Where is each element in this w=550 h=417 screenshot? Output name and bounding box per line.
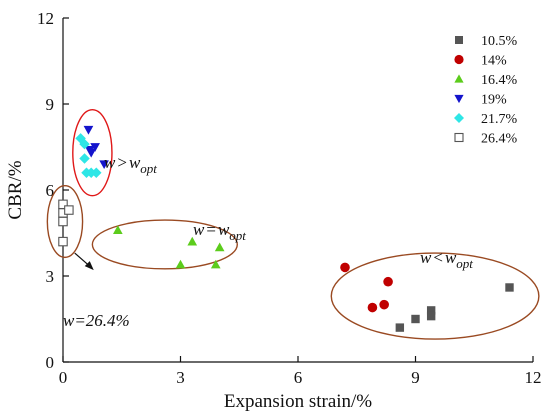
group-label: w = wopt xyxy=(193,220,246,243)
legend-marker xyxy=(454,113,464,123)
data-point xyxy=(83,125,94,135)
y-axis-title: CBR/% xyxy=(5,160,26,219)
y-tick-label: 6 xyxy=(46,181,55,200)
axes xyxy=(62,18,533,363)
data-point xyxy=(426,306,436,315)
data-point xyxy=(84,146,95,155)
series-19% xyxy=(83,125,109,170)
data-point xyxy=(90,143,100,152)
group-ellipse xyxy=(46,185,84,259)
group-label: w < wopt xyxy=(420,248,473,271)
data-point xyxy=(411,314,420,324)
legend-marker xyxy=(454,54,464,65)
group-label: w > wopt xyxy=(104,153,157,176)
data-point xyxy=(99,160,109,170)
legend-marker xyxy=(454,94,464,104)
x-tick-label: 9 xyxy=(411,368,420,387)
data-point xyxy=(79,138,90,150)
legend-marker xyxy=(455,36,463,44)
legend-label: 10.5% xyxy=(481,34,518,49)
x-ticks: 0 3 6 9 12 xyxy=(59,356,542,387)
data-point xyxy=(395,323,405,332)
series-21.7% xyxy=(75,133,102,179)
legend-item: 19% xyxy=(454,93,507,108)
series-10.5% xyxy=(395,283,514,332)
x-tick-label: 6 xyxy=(294,368,303,387)
x-tick-label: 3 xyxy=(176,368,185,387)
group-ellipses xyxy=(46,109,540,340)
data-point xyxy=(367,302,378,313)
data-point xyxy=(175,259,186,269)
series-26.4% xyxy=(58,199,74,247)
data-point xyxy=(214,242,225,252)
legend-item: 21.7% xyxy=(454,112,518,127)
data-point xyxy=(426,311,436,321)
series-14% xyxy=(340,262,393,313)
data-point xyxy=(58,216,68,227)
y-tick-label: 12 xyxy=(37,9,54,28)
x-axis-title: Expansion strain/% xyxy=(224,391,372,412)
data-point xyxy=(187,236,198,246)
data-point xyxy=(58,236,68,247)
group-ellipse xyxy=(91,219,238,270)
data-point xyxy=(64,205,74,215)
series-16.4% xyxy=(113,225,225,269)
legend-label: 14% xyxy=(481,54,507,69)
legend-marker xyxy=(454,74,464,83)
legend-item: 16.4% xyxy=(454,73,518,88)
legend-marker xyxy=(454,132,464,143)
data-point xyxy=(210,259,221,269)
data-point xyxy=(379,299,389,310)
arrow-head xyxy=(84,261,94,271)
x-tick-label: 12 xyxy=(525,368,542,387)
y-tick-label: 9 xyxy=(46,95,55,114)
legend-item: 26.4% xyxy=(454,132,518,147)
x-tick-label: 0 xyxy=(59,368,68,387)
data-point xyxy=(505,283,514,292)
legend-item: 14% xyxy=(454,54,507,69)
group-ellipse xyxy=(72,109,113,197)
legend-item: 10.5% xyxy=(455,34,518,49)
y-ticks: 0 3 6 9 12 xyxy=(37,9,69,372)
legend: 10.5% 14% 16.4% 19% 21.7% 26.4% xyxy=(454,34,518,147)
data-point xyxy=(113,225,123,234)
legend-label: 21.7% xyxy=(481,112,518,127)
group-ellipse xyxy=(330,252,540,340)
data-point xyxy=(340,262,350,273)
y-tick-label: 0 xyxy=(46,353,55,372)
data-point xyxy=(91,167,102,179)
legend-label: 19% xyxy=(481,93,507,108)
data-point xyxy=(383,276,393,287)
y-tick-label: 3 xyxy=(46,267,55,286)
data-point xyxy=(79,153,90,164)
legend-label: 26.4% xyxy=(481,132,518,147)
annotations: w > wopt w = wopt w < wopt w=26.4% xyxy=(63,153,473,330)
data-points xyxy=(58,125,514,332)
legend-label: 16.4% xyxy=(481,73,518,88)
group-label: w=26.4% xyxy=(63,311,130,330)
